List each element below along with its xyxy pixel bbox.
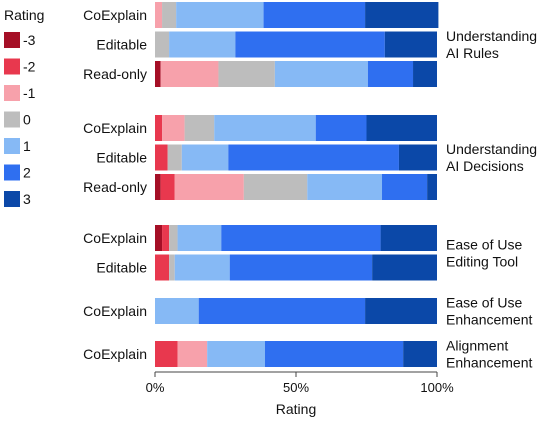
x-tick-label: 50%: [283, 380, 309, 395]
row-label: CoExplain: [83, 120, 147, 136]
row-label: CoExplain: [83, 230, 147, 246]
group-label: Enhancement: [446, 312, 533, 328]
group-label: AI Rules: [446, 45, 499, 61]
legend-label: 1: [23, 138, 31, 154]
legend-swatch: [4, 32, 20, 48]
bar-segment: [398, 144, 437, 171]
row-label: CoExplain: [83, 7, 147, 23]
row-label: Editable: [96, 37, 147, 53]
legend: -3 -2 -1 0 1 2 3: [4, 32, 36, 207]
bar-segment: [263, 2, 366, 28]
bar-segment: [413, 61, 437, 87]
legend-label: 2: [23, 165, 31, 181]
bar-segment: [177, 341, 208, 367]
bar-segment: [372, 254, 437, 281]
bar-segment: [214, 115, 316, 141]
bar-segment: [384, 31, 437, 58]
bar-segment: [198, 298, 366, 324]
bar-segment: [155, 2, 163, 28]
legend-label: -2: [23, 59, 36, 75]
group-label: Alignment: [446, 338, 508, 354]
row-label: Read-only: [83, 66, 147, 82]
bar-segment: [162, 115, 185, 141]
plot-area: CoExplainEditableRead-onlyUnderstandingA…: [83, 2, 537, 371]
bar-segment: [403, 341, 437, 367]
legend-label: 0: [23, 112, 31, 128]
bar-segment: [160, 174, 175, 200]
bar-segment: [367, 61, 414, 87]
group-label: Ease of Use: [446, 295, 522, 311]
bar-segment: [365, 298, 437, 324]
bar-segment: [167, 144, 182, 171]
legend-label: -3: [23, 32, 36, 48]
bar-segment: [177, 225, 222, 251]
bar-segment: [155, 254, 170, 281]
bar-segment: [155, 298, 199, 324]
bar-segment: [264, 341, 404, 367]
bar-segment: [169, 31, 236, 58]
bar-segment: [162, 2, 177, 28]
bar-segment: [207, 341, 265, 367]
legend-label: -1: [23, 85, 36, 101]
group-label: Understanding: [446, 141, 537, 157]
bar-segment: [155, 115, 163, 141]
bar-segment: [382, 174, 428, 200]
group-label: Editing Tool: [446, 253, 518, 269]
group-label: AI Decisions: [446, 158, 524, 174]
legend-swatch: [4, 191, 20, 207]
bar-segment: [229, 254, 373, 281]
x-axis: 0% 50% 100%: [146, 371, 454, 395]
bar-segment: [307, 174, 383, 200]
legend-swatch: [4, 58, 20, 75]
group-label: Enhancement: [446, 355, 533, 371]
bar-segment: [176, 2, 264, 28]
group-label: Ease of Use: [446, 236, 522, 252]
bar-segment: [160, 61, 219, 87]
bar-segment: [221, 225, 381, 251]
bar-segment: [169, 254, 175, 281]
group-label: Understanding: [446, 28, 537, 44]
legend-swatch: [4, 164, 20, 181]
x-tick-label: 100%: [420, 380, 454, 395]
legend-label: 3: [23, 191, 31, 207]
bar-segment: [162, 225, 170, 251]
legend-swatch: [4, 138, 20, 154]
legend-swatch: [4, 111, 20, 128]
bar-segment: [427, 174, 437, 200]
bar-segment: [181, 144, 229, 171]
bar-segment: [228, 144, 399, 171]
x-axis-label: Rating: [276, 401, 316, 417]
bar-segment: [218, 61, 275, 87]
bar-segment: [365, 2, 439, 28]
bar-segment: [174, 174, 244, 200]
bar-segment: [174, 254, 230, 281]
bar-segment: [155, 341, 178, 367]
bar-segment: [155, 31, 170, 58]
bar-segment: [184, 115, 215, 141]
bar-segment: [366, 115, 437, 141]
row-label: Editable: [96, 260, 147, 276]
legend-title: Rating: [4, 7, 44, 23]
bar-segment: [155, 144, 168, 171]
bar-segment: [380, 225, 437, 251]
bar-segment: [155, 61, 161, 87]
bar-segment: [315, 115, 367, 141]
bar-segment: [155, 174, 161, 200]
legend-swatch: [4, 85, 20, 101]
bar-segment: [235, 31, 385, 58]
row-label: CoExplain: [83, 346, 147, 362]
row-label: Editable: [96, 150, 147, 166]
row-label: Read-only: [83, 179, 147, 195]
bar-segment: [274, 61, 368, 87]
x-tick-label: 0%: [146, 380, 165, 395]
row-label: CoExplain: [83, 303, 147, 319]
bar-segment: [169, 225, 178, 251]
bar-segment: [155, 225, 163, 251]
bar-segment: [243, 174, 308, 200]
